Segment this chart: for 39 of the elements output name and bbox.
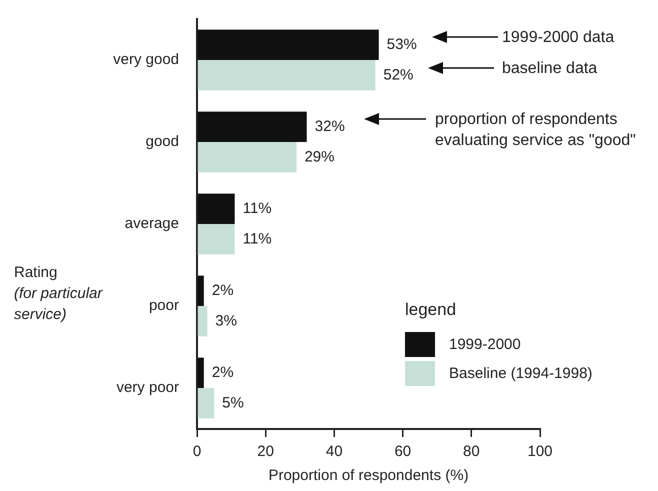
x-tick-label: 40 — [326, 443, 343, 460]
data-label: 32% — [314, 118, 345, 135]
data-label: 11% — [242, 200, 272, 217]
y-tick-label: good — [146, 133, 179, 150]
x-axis-title: Proportion of respondents (%) — [268, 467, 469, 484]
x-tick-label: 0 — [192, 443, 202, 460]
y-tick-label: average — [124, 215, 179, 232]
bar — [198, 358, 204, 388]
x-tick-label: 100 — [527, 443, 553, 460]
bar — [198, 30, 379, 60]
data-label: 29% — [304, 148, 334, 166]
data-label: 2% — [212, 282, 234, 299]
data-label: 2% — [212, 364, 234, 381]
data-label: 52% — [383, 66, 414, 84]
annotation: proportion of respondents evaluating service as "good" — [435, 110, 637, 151]
data-label: 3% — [215, 312, 237, 330]
bar — [198, 60, 376, 90]
bar — [198, 276, 204, 306]
annotation: baseline data — [502, 59, 598, 79]
legend-label: 1999-2000 — [449, 336, 521, 353]
bar — [198, 388, 214, 418]
y-tick-label: poor — [148, 297, 179, 314]
x-tick-label: 20 — [257, 443, 274, 460]
legend-label: Baseline (1994-1998) — [449, 365, 592, 382]
bar — [198, 194, 235, 224]
y-axis-title: Rating (for particular service) — [14, 263, 104, 325]
bar — [198, 142, 296, 172]
bar — [198, 112, 307, 142]
bar — [198, 224, 235, 254]
annotation: 1999-2000 data — [502, 28, 616, 48]
legend-title: legend — [405, 300, 458, 320]
y-tick-label: very good — [113, 51, 179, 68]
y-tick-label: very poor — [116, 379, 179, 396]
data-label: 53% — [386, 36, 417, 53]
x-tick-label: 60 — [394, 443, 412, 460]
data-label: 11% — [242, 230, 272, 248]
x-tick-label: 80 — [463, 443, 480, 460]
bar — [198, 306, 208, 336]
data-label: 5% — [222, 394, 244, 412]
